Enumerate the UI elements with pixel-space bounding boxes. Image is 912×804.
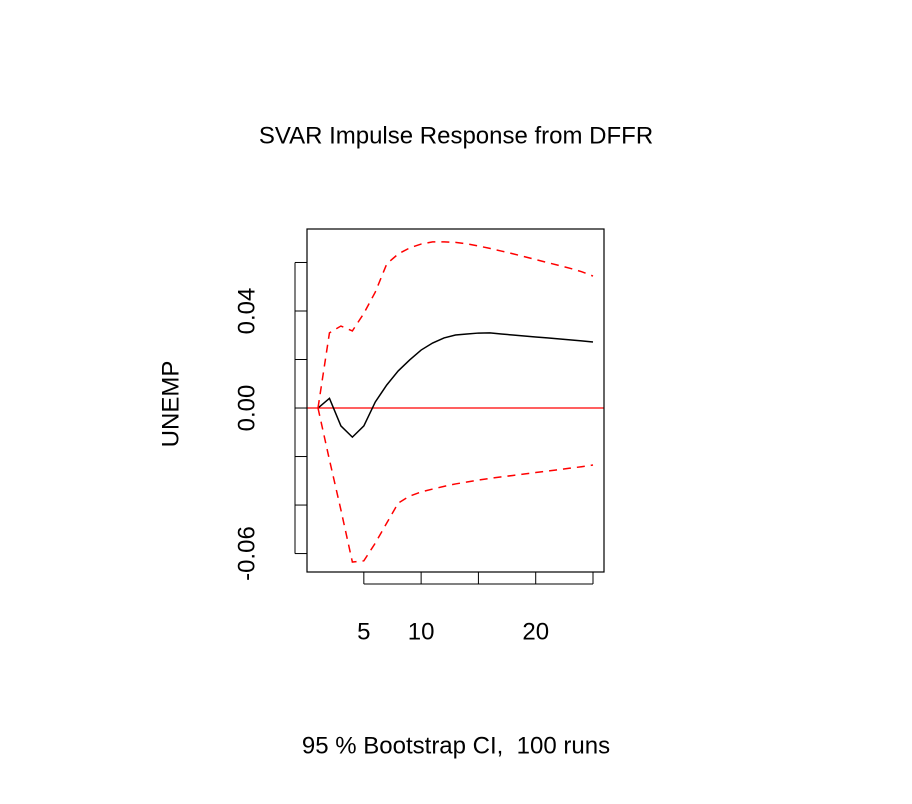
series-line xyxy=(317,407,594,563)
y-axis-label: UNEMP xyxy=(157,361,184,448)
x-tick-label: 20 xyxy=(522,618,549,645)
y-tick-label: 0.00 xyxy=(233,385,260,432)
x-tick-label: 5 xyxy=(357,618,370,645)
chart-title: SVAR Impulse Response from DFFR xyxy=(259,122,653,149)
plot-frame xyxy=(306,228,605,573)
series-line xyxy=(317,241,594,409)
x-tick-label: 10 xyxy=(408,618,435,645)
y-tick-label: 0.04 xyxy=(233,288,260,335)
y-tick-label: -0.06 xyxy=(233,526,260,581)
x-axis-label: 95 % Bootstrap CI, 100 runs xyxy=(302,732,610,759)
series-line xyxy=(317,332,594,439)
